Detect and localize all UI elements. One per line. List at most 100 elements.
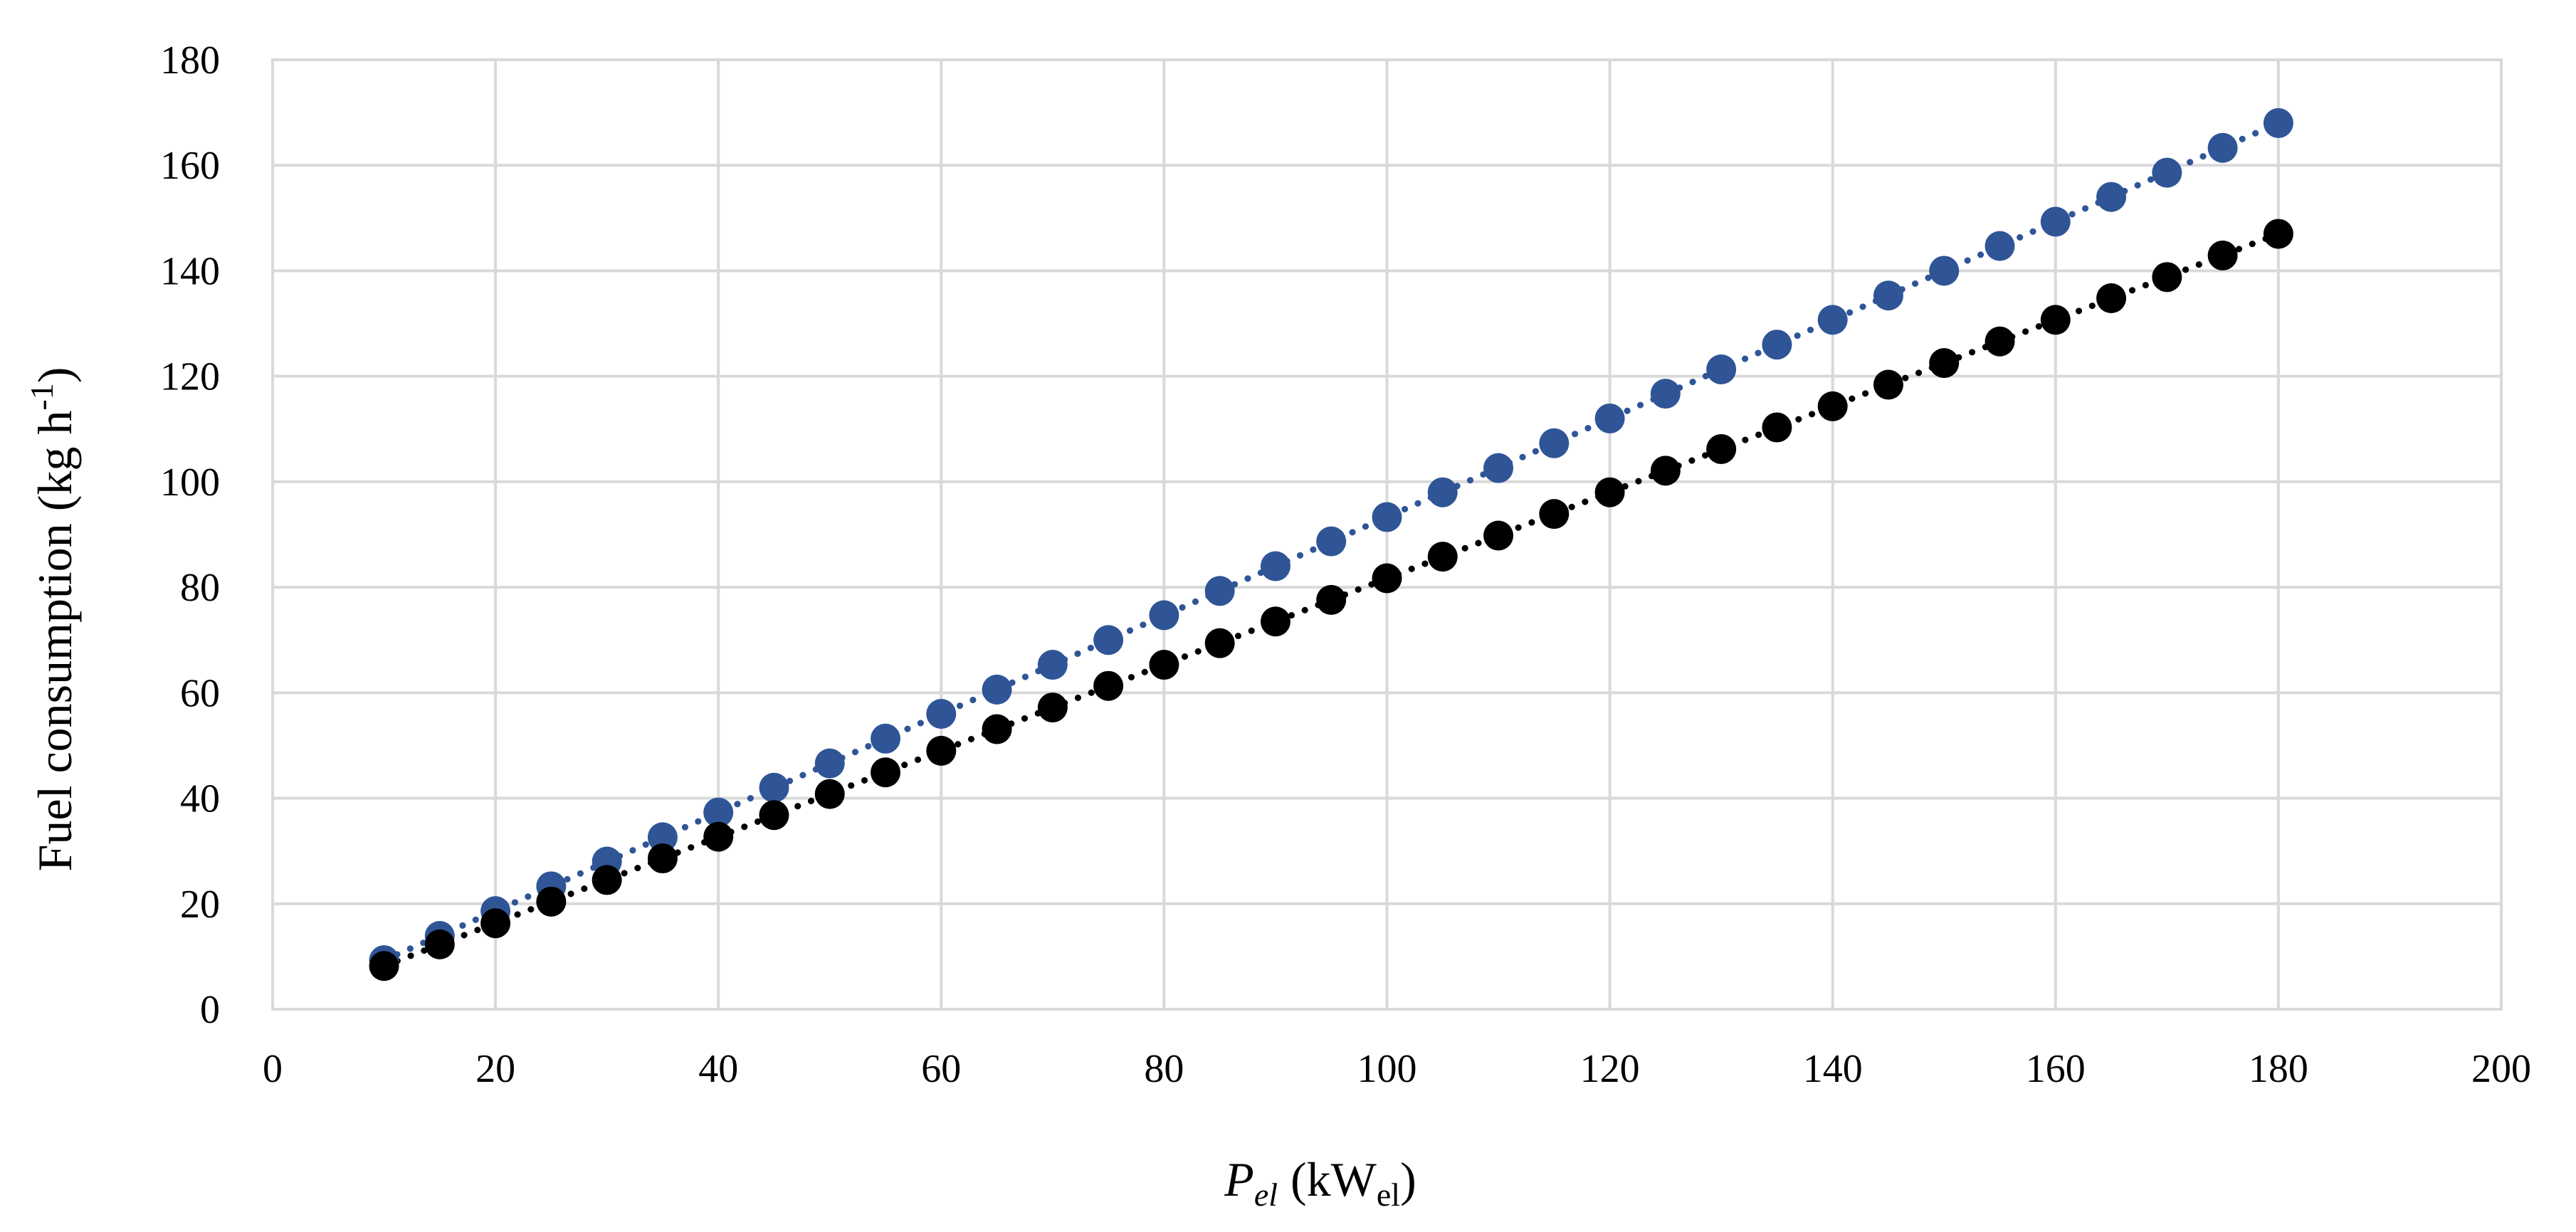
series-black-point bbox=[814, 779, 845, 809]
series-blue-point bbox=[1762, 330, 1792, 360]
series-blue-point bbox=[1260, 551, 1290, 581]
x-tick-label: 160 bbox=[2026, 1047, 2086, 1091]
x-tick-label: 60 bbox=[921, 1047, 961, 1091]
series-black-point bbox=[2040, 305, 2071, 335]
x-axis-title-symbol: P bbox=[1224, 1152, 1254, 1206]
x-axis-title: Pel (kWel) bbox=[1224, 1152, 1416, 1213]
y-axis-title-close: ) bbox=[28, 367, 82, 384]
series-blue-point bbox=[1427, 477, 1458, 507]
series-black-point bbox=[1539, 499, 1570, 530]
series-black-point bbox=[1873, 369, 1903, 400]
y-tick-labels: 0 20 40 60 80 100 120 140 160 180 bbox=[160, 38, 220, 1032]
series-black-point bbox=[759, 800, 789, 831]
series-black-point bbox=[424, 929, 455, 959]
series-blue-point bbox=[1149, 600, 1179, 631]
y-tick-label: 0 bbox=[200, 988, 220, 1032]
series-blue-point bbox=[2263, 107, 2293, 138]
data-points bbox=[369, 107, 2293, 981]
series-black-point bbox=[1929, 348, 1960, 379]
series-black-point bbox=[1316, 584, 1347, 615]
series-black-point bbox=[592, 865, 622, 895]
series-black-point bbox=[1762, 412, 1792, 443]
series-blue-point bbox=[1037, 650, 1068, 680]
series-black-point bbox=[1984, 326, 2015, 357]
series-blue-point bbox=[2040, 206, 2071, 237]
series-black-point bbox=[2152, 262, 2182, 293]
series-blue-point bbox=[703, 797, 734, 828]
y-axis-title: Fuel consumption (kg h-1) bbox=[23, 367, 82, 872]
series-black-point bbox=[926, 735, 957, 766]
series-black-point bbox=[982, 714, 1012, 744]
series-blue-point bbox=[1650, 379, 1681, 409]
x-axis-title-symbol-subscript: el bbox=[1254, 1176, 1278, 1213]
series-blue-point bbox=[1204, 576, 1235, 606]
series-black-point bbox=[1706, 433, 1737, 464]
series-blue-point bbox=[1594, 403, 1625, 433]
series-blue-point bbox=[1093, 625, 1124, 656]
series-black-point bbox=[1483, 520, 1514, 551]
x-tick-label: 20 bbox=[475, 1047, 515, 1091]
series-blue-point bbox=[1984, 231, 2015, 261]
y-axis-title-text: Fuel consumption (kg h bbox=[28, 411, 82, 872]
x-tick-labels: 0 20 40 60 80 100 120 140 160 180 200 bbox=[263, 1047, 2531, 1091]
y-tick-label: 140 bbox=[160, 249, 220, 293]
series-blue-point bbox=[647, 822, 678, 853]
series-black-point bbox=[871, 757, 901, 788]
series-black-point bbox=[1037, 693, 1068, 723]
series-black-point bbox=[1149, 650, 1179, 680]
x-tick-label: 80 bbox=[1144, 1047, 1184, 1091]
series-blue-point bbox=[926, 698, 957, 729]
series-blue-point bbox=[2152, 157, 2182, 188]
y-tick-label: 40 bbox=[180, 777, 220, 821]
series-black-point bbox=[647, 843, 678, 874]
x-axis-title-unit: (kW bbox=[1290, 1152, 1377, 1206]
series-blue-point bbox=[871, 723, 901, 754]
x-tick-label: 200 bbox=[2471, 1047, 2531, 1091]
series-black-point bbox=[1817, 391, 1848, 421]
x-tick-label: 180 bbox=[2249, 1047, 2308, 1091]
series-black-point bbox=[536, 886, 567, 917]
series-blue-point bbox=[2207, 132, 2238, 163]
series-black-point bbox=[1204, 628, 1235, 658]
series-blue-point bbox=[1817, 305, 1848, 335]
y-tick-label: 80 bbox=[180, 566, 220, 610]
x-tick-label: 40 bbox=[698, 1047, 738, 1091]
x-tick-label: 120 bbox=[1580, 1047, 1640, 1091]
x-axis-title-unit-close: ) bbox=[1400, 1152, 1416, 1206]
plot-area-border bbox=[271, 58, 2503, 1011]
series-black-point bbox=[480, 908, 511, 939]
series-blue-point bbox=[1539, 428, 1570, 458]
x-tick-label: 100 bbox=[1357, 1047, 1417, 1091]
series-blue-point bbox=[759, 772, 789, 803]
y-tick-label: 60 bbox=[180, 671, 220, 715]
y-tick-label: 160 bbox=[160, 144, 220, 188]
series-blue-point bbox=[2096, 181, 2127, 212]
series-blue-point bbox=[1372, 502, 1402, 532]
series-black-point bbox=[1260, 606, 1290, 637]
series-black-point bbox=[2207, 240, 2238, 270]
series-black-point bbox=[1372, 563, 1402, 594]
y-tick-label: 100 bbox=[160, 460, 220, 505]
series-black-point bbox=[1650, 456, 1681, 486]
series-black-point bbox=[1427, 542, 1458, 572]
x-tick-label: 140 bbox=[1803, 1047, 1863, 1091]
series-black-point bbox=[369, 951, 399, 981]
series-blue-point bbox=[814, 748, 845, 779]
series-blue-point bbox=[982, 674, 1012, 705]
series-black-point bbox=[2263, 219, 2293, 249]
x-axis-title-unit-subscript: el bbox=[1377, 1176, 1400, 1213]
series-black-point bbox=[703, 821, 734, 852]
series-black-point bbox=[1594, 477, 1625, 507]
x-tick-label: 0 bbox=[263, 1047, 283, 1091]
series-blue-point bbox=[1483, 453, 1514, 483]
series-blue-point bbox=[1706, 354, 1737, 385]
series-black-point bbox=[1093, 670, 1124, 701]
series-black-point bbox=[2096, 283, 2127, 313]
y-tick-label: 180 bbox=[160, 38, 220, 83]
series-blue-point bbox=[1929, 256, 1960, 286]
y-axis-title-superscript: -1 bbox=[23, 383, 60, 410]
y-tick-label: 120 bbox=[160, 355, 220, 399]
series-blue-point bbox=[1316, 526, 1347, 557]
